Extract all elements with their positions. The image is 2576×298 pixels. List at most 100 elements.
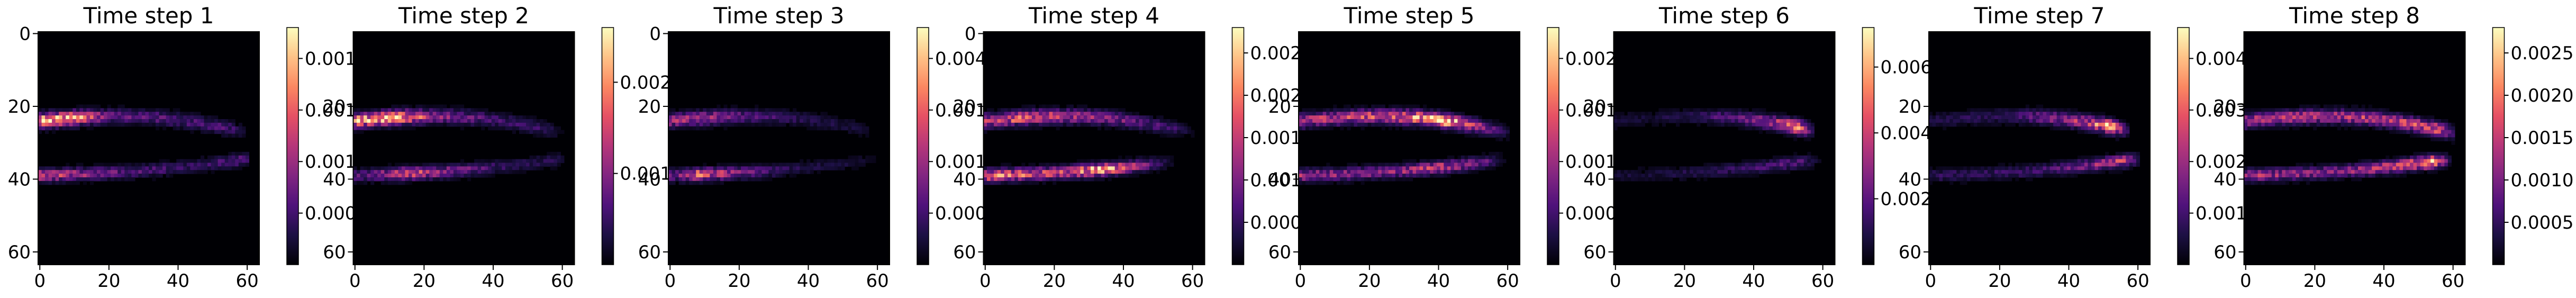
heatmap-cell	[1108, 174, 1112, 178]
heatmap-cell	[124, 166, 129, 170]
heatmap-cell	[1163, 122, 1167, 127]
heatmap-cell	[1336, 108, 1340, 112]
heatmap-cell	[2091, 130, 2096, 134]
heatmap-cell	[2382, 108, 2386, 112]
heatmap-cell	[1423, 170, 1427, 174]
heatmap-cell	[1956, 170, 1961, 174]
heatmap-cell	[235, 151, 239, 156]
colorbar	[286, 27, 299, 265]
heatmap-cell	[1108, 126, 1112, 131]
heatmap-cell	[678, 174, 683, 178]
heatmap-cell	[1159, 162, 1164, 167]
heatmap-cell	[1745, 108, 1749, 112]
heatmap-cell	[460, 159, 465, 164]
heatmap-cell	[1956, 119, 1961, 123]
heatmap-cell	[2413, 126, 2417, 131]
heatmap-cell	[138, 115, 142, 120]
heatmap-cell	[2108, 162, 2112, 167]
heatmap-cell	[741, 108, 745, 112]
x-tick-label: 0	[979, 270, 991, 292]
heatmap-cell	[2247, 177, 2252, 182]
heatmap-cell	[1426, 159, 1430, 164]
heatmap-cell	[1142, 115, 1147, 120]
heatmap-cell	[2254, 108, 2258, 112]
heatmap-cell	[1340, 126, 1344, 131]
heatmap-cell	[1665, 177, 1670, 182]
heatmap-cell	[100, 166, 104, 170]
heatmap-cell	[1468, 159, 1472, 164]
heatmap-cell	[509, 159, 513, 164]
heatmap-cell	[1765, 126, 1770, 131]
heatmap-cell	[1724, 170, 1728, 174]
heatmap-cell	[76, 119, 80, 123]
heatmap-cell	[1080, 177, 1084, 182]
heatmap-cell	[1970, 108, 1974, 112]
heatmap-cell	[1772, 162, 1777, 167]
heatmap-cell	[1316, 122, 1320, 127]
heatmap-cell	[2098, 133, 2102, 138]
heatmap-cell	[197, 126, 201, 131]
heatmap-cell	[2070, 126, 2074, 131]
heatmap-cell	[2001, 177, 2006, 182]
heatmap-cell	[682, 108, 686, 112]
heatmap-cell	[380, 180, 385, 185]
heatmap-cell	[1752, 122, 1756, 127]
heatmap-cell	[2344, 122, 2348, 127]
heatmap-cell	[2275, 112, 2279, 116]
heatmap-cell	[2008, 166, 2012, 170]
heatmap-cell	[1066, 162, 1071, 167]
heatmap-cell	[38, 126, 42, 131]
heatmap-cell	[2417, 130, 2421, 134]
heatmap-cell	[1786, 130, 1791, 134]
heatmap-cell	[2018, 174, 2022, 178]
heatmap-cell	[1700, 170, 1704, 174]
heatmap-cell	[710, 122, 714, 127]
heatmap-cell	[2029, 166, 2033, 170]
heatmap-cell	[983, 170, 987, 174]
heatmap-cell	[384, 112, 388, 116]
heatmap-cell	[2292, 115, 2297, 120]
heatmap-cell	[1350, 180, 1355, 185]
heatmap-cell	[1620, 177, 1625, 182]
heatmap-cell	[706, 126, 710, 131]
heatmap-cell	[380, 126, 385, 131]
heatmap-cell	[394, 166, 399, 170]
heatmap-cell	[59, 180, 63, 185]
axes-frame	[668, 31, 890, 265]
heatmap-cell	[730, 177, 734, 182]
heatmap-cell	[2070, 115, 2074, 120]
heatmap-cell	[1624, 119, 1628, 123]
heatmap-cell	[765, 162, 769, 167]
heatmap-cell	[2126, 126, 2130, 131]
heatmap-cell	[1128, 126, 1132, 131]
heatmap-cell	[48, 177, 52, 182]
heatmap-cell	[1499, 126, 1503, 131]
heatmap-cell	[1343, 115, 1348, 120]
heatmap-cell	[1440, 108, 1444, 112]
heatmap-cell	[2341, 166, 2345, 170]
heatmap-cell	[2402, 112, 2407, 116]
heatmap-cell	[2316, 104, 2320, 109]
heatmap-cell	[370, 122, 375, 127]
heatmap-cell	[1063, 170, 1067, 174]
heatmap-cell	[2004, 177, 2009, 182]
heatmap-cell	[1793, 166, 1798, 170]
heatmap-cell	[744, 108, 748, 112]
heatmap-cell	[1305, 108, 1310, 112]
heatmap-cell	[1748, 112, 1753, 116]
heatmap-cell	[1177, 122, 1181, 127]
heatmap-cell	[1166, 133, 1171, 138]
heatmap-cell	[1814, 155, 1818, 160]
heatmap-cell	[1765, 112, 1770, 116]
heatmap-cell	[1090, 162, 1095, 167]
heatmap-cell	[1114, 108, 1119, 112]
heatmap-cell	[1343, 108, 1348, 112]
heatmap-cell	[166, 159, 170, 164]
heatmap-cell	[800, 119, 804, 123]
heatmap-cell	[519, 159, 523, 164]
heatmap-cell	[1772, 126, 1777, 131]
heatmap-cell	[1457, 115, 1462, 120]
heatmap-cell	[1482, 159, 1486, 164]
heatmap-cell	[765, 115, 769, 120]
heatmap-cell	[1108, 122, 1112, 127]
